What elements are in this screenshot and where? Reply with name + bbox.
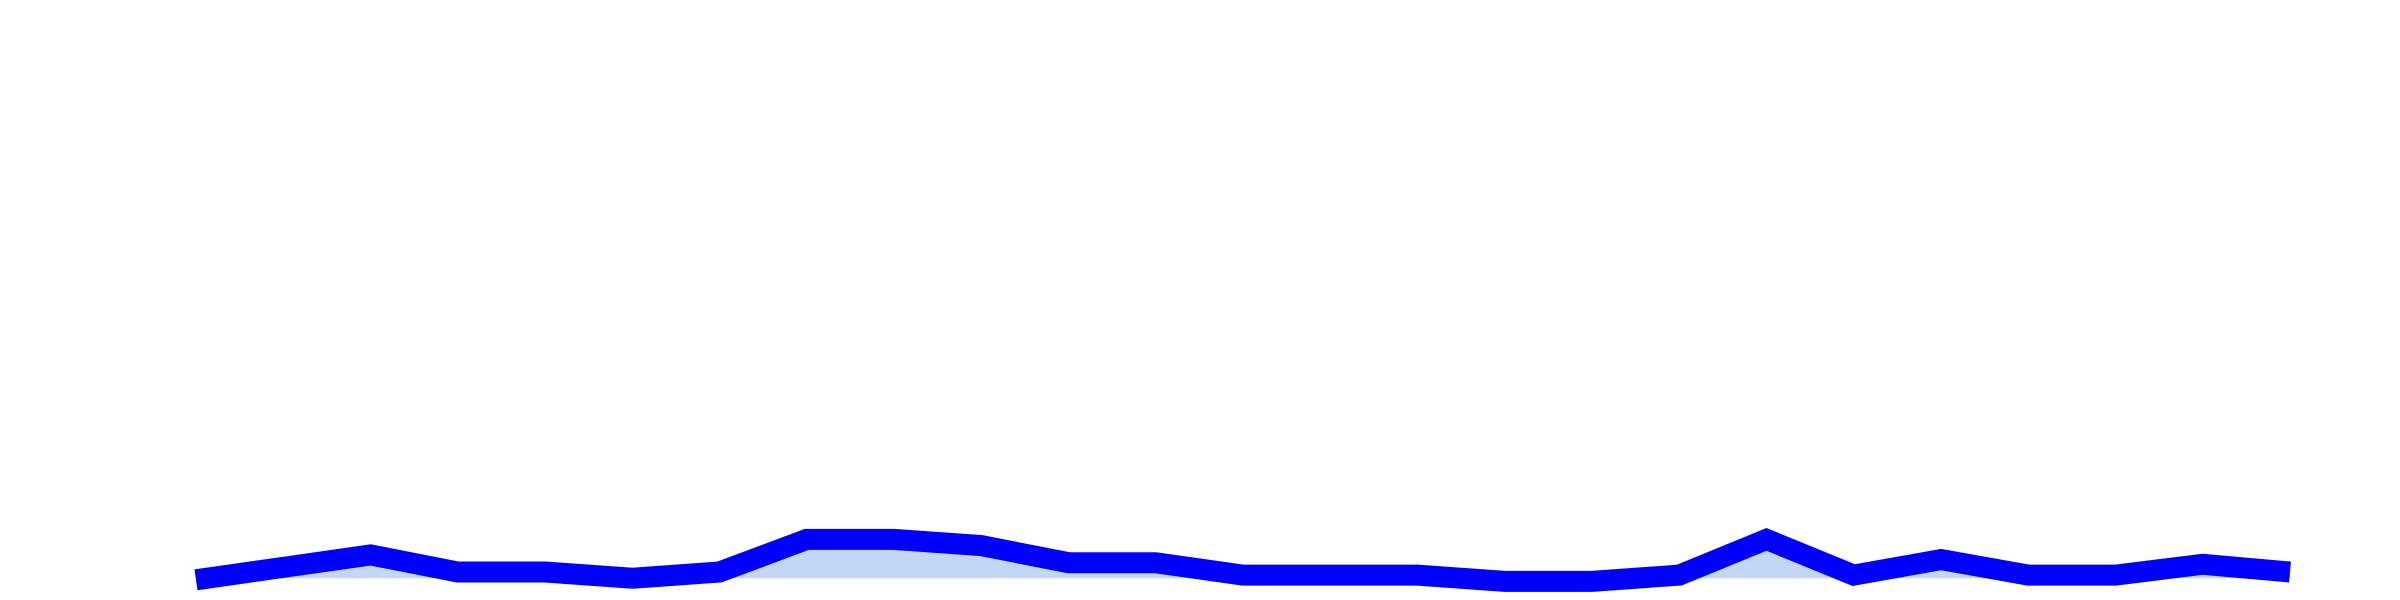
- line: [194, 528, 2291, 592]
